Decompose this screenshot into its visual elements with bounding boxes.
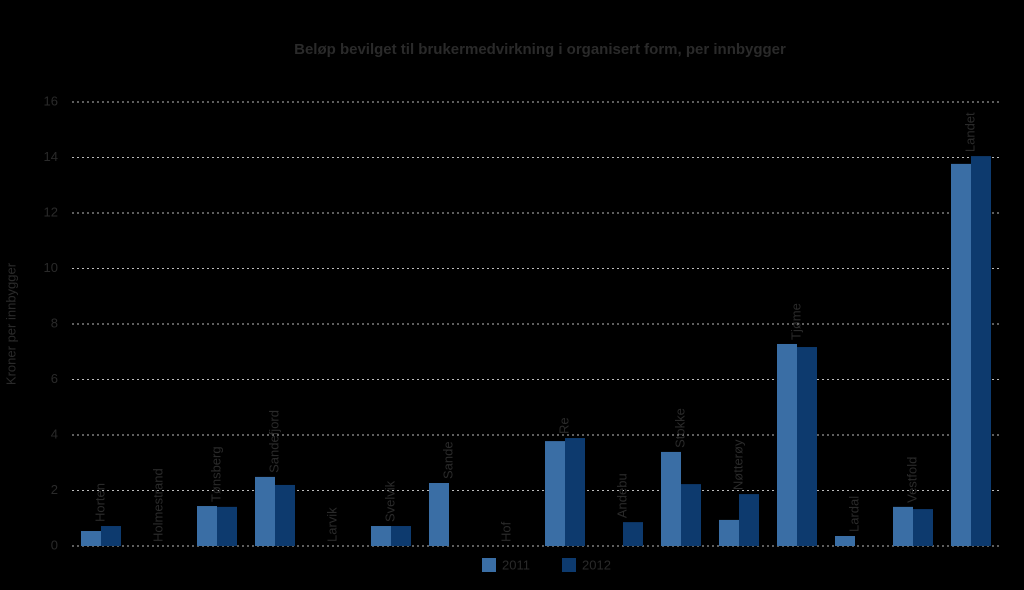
bar <box>893 506 913 546</box>
category-label: Stokke <box>672 408 687 448</box>
category-label: Larvik <box>324 507 339 542</box>
category-label: Holmestrand <box>150 468 165 542</box>
category-label: Lardal <box>846 496 861 532</box>
bar <box>255 476 275 546</box>
category-label: Andebu <box>614 473 629 518</box>
bar <box>545 441 565 546</box>
y-tick-label: 8 <box>51 315 58 330</box>
category-label: Tønsberg <box>208 446 223 502</box>
bar <box>565 438 585 546</box>
y-tick-label: 14 <box>44 149 58 164</box>
bar <box>197 506 217 546</box>
y-tick-label: 0 <box>51 537 58 552</box>
category-label: Hof <box>498 521 513 542</box>
legend-label: 2012 <box>582 557 611 572</box>
legend-swatch <box>482 558 496 572</box>
bar <box>913 509 933 546</box>
chart-title: Beløp bevilget til brukermedvirkning i o… <box>294 41 786 58</box>
y-tick-label: 6 <box>51 371 58 386</box>
bar <box>971 156 991 547</box>
y-tick-label: 10 <box>44 260 58 275</box>
category-label: Svelvik <box>382 480 397 522</box>
legend-swatch <box>562 558 576 572</box>
bar <box>275 484 295 546</box>
bar <box>951 163 971 546</box>
category-label: Sande <box>440 441 455 479</box>
bar <box>101 526 121 546</box>
y-tick-label: 12 <box>44 204 58 219</box>
legend-label: 2011 <box>502 557 530 572</box>
category-label: Horten <box>92 483 107 522</box>
category-label: Sandefjord <box>266 410 281 473</box>
y-tick-label: 16 <box>44 93 58 108</box>
category-label: Vestfold <box>904 457 919 503</box>
bar <box>835 536 855 546</box>
bar <box>391 526 411 546</box>
bar <box>797 347 817 546</box>
bar <box>217 506 237 546</box>
y-axis-label: Kroner per innbygger <box>3 262 18 385</box>
bar <box>681 484 701 546</box>
bar <box>371 526 391 546</box>
category-label: Tjøme <box>788 303 803 340</box>
y-tick-label: 4 <box>51 426 58 441</box>
bar <box>623 522 643 546</box>
bar <box>739 494 759 546</box>
category-label: Nøtterøy <box>730 439 745 490</box>
bar <box>719 519 739 546</box>
bar <box>429 483 449 546</box>
category-label: Landet <box>962 112 977 152</box>
bar <box>661 451 681 546</box>
bar <box>777 343 797 546</box>
y-tick-label: 2 <box>51 482 58 497</box>
bar <box>81 531 101 546</box>
category-label: Re <box>556 417 571 434</box>
